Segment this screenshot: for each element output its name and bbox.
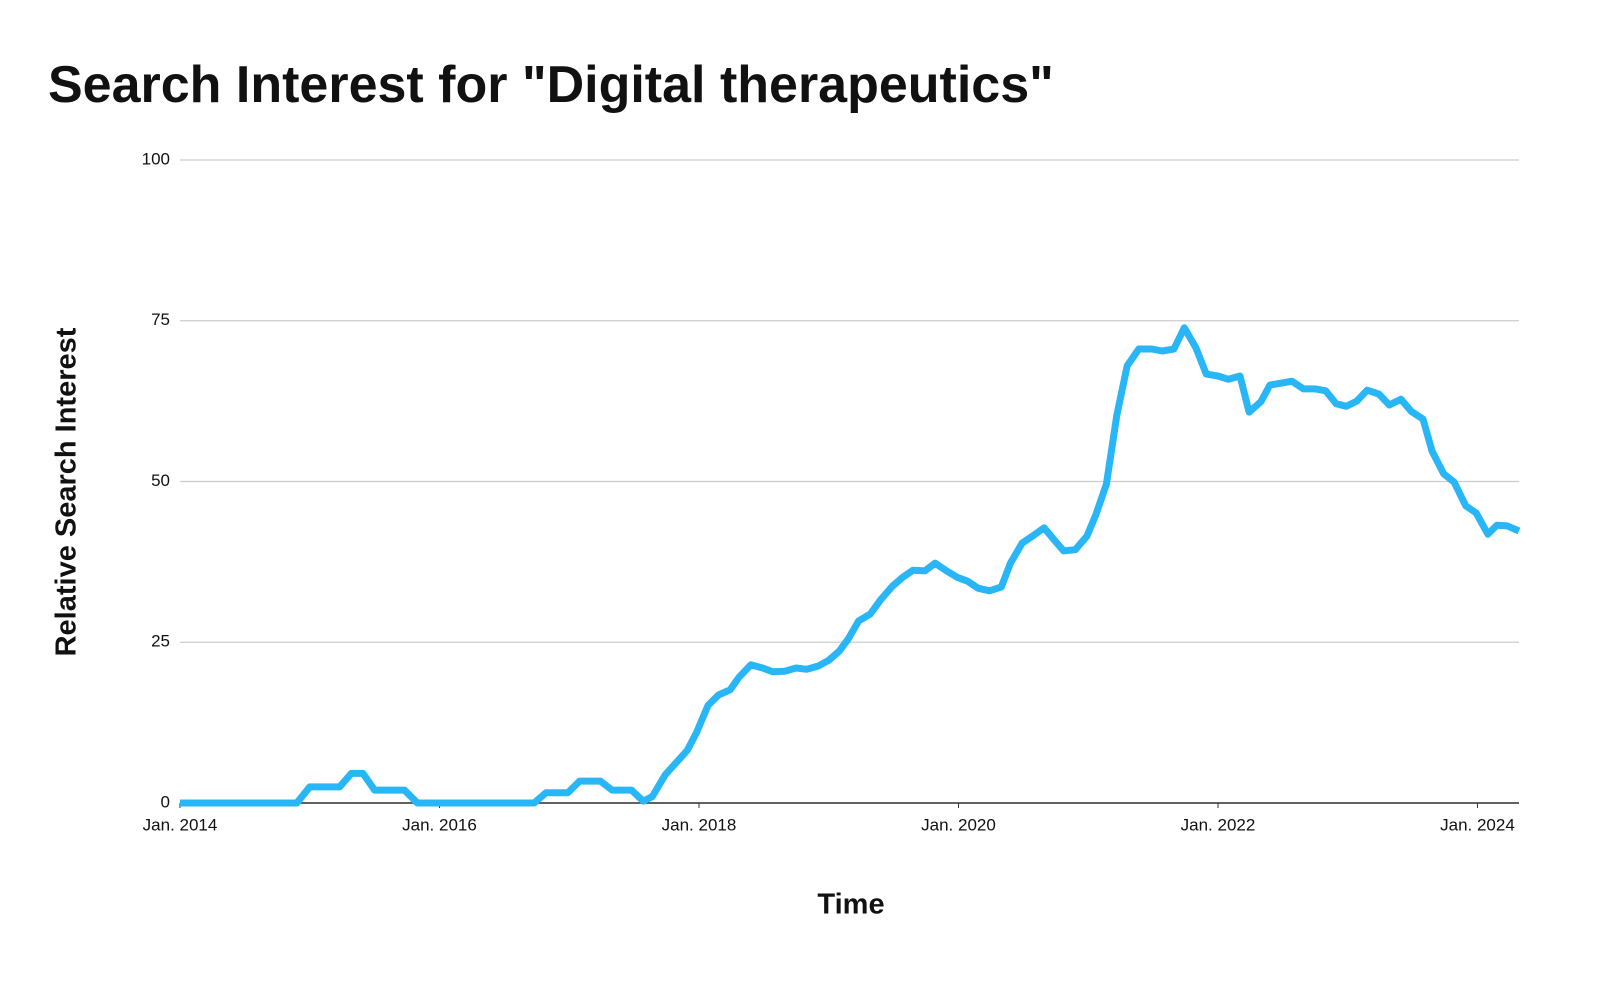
x-axis-title: Time	[817, 889, 884, 921]
x-tick-label: Jan. 2020	[921, 815, 996, 834]
x-tick-label: Jan. 2016	[402, 815, 477, 834]
x-tick-label: Jan. 2024	[1440, 815, 1515, 834]
x-tick-label: Jan. 2014	[143, 815, 218, 834]
chart-title: Search Interest for "Digital therapeutic…	[48, 56, 1054, 114]
y-tick-label: 100	[142, 149, 170, 168]
y-tick-label: 50	[151, 471, 170, 490]
x-tick-label: Jan. 2018	[662, 815, 737, 834]
y-tick-label: 75	[151, 310, 170, 329]
x-tick-label: Jan. 2022	[1181, 815, 1256, 834]
data-line	[180, 324, 1521, 807]
y-tick-label: 0	[161, 792, 170, 811]
y-axis-title: Relative Search Interest	[51, 327, 83, 656]
y-tick-label: 25	[151, 632, 170, 651]
